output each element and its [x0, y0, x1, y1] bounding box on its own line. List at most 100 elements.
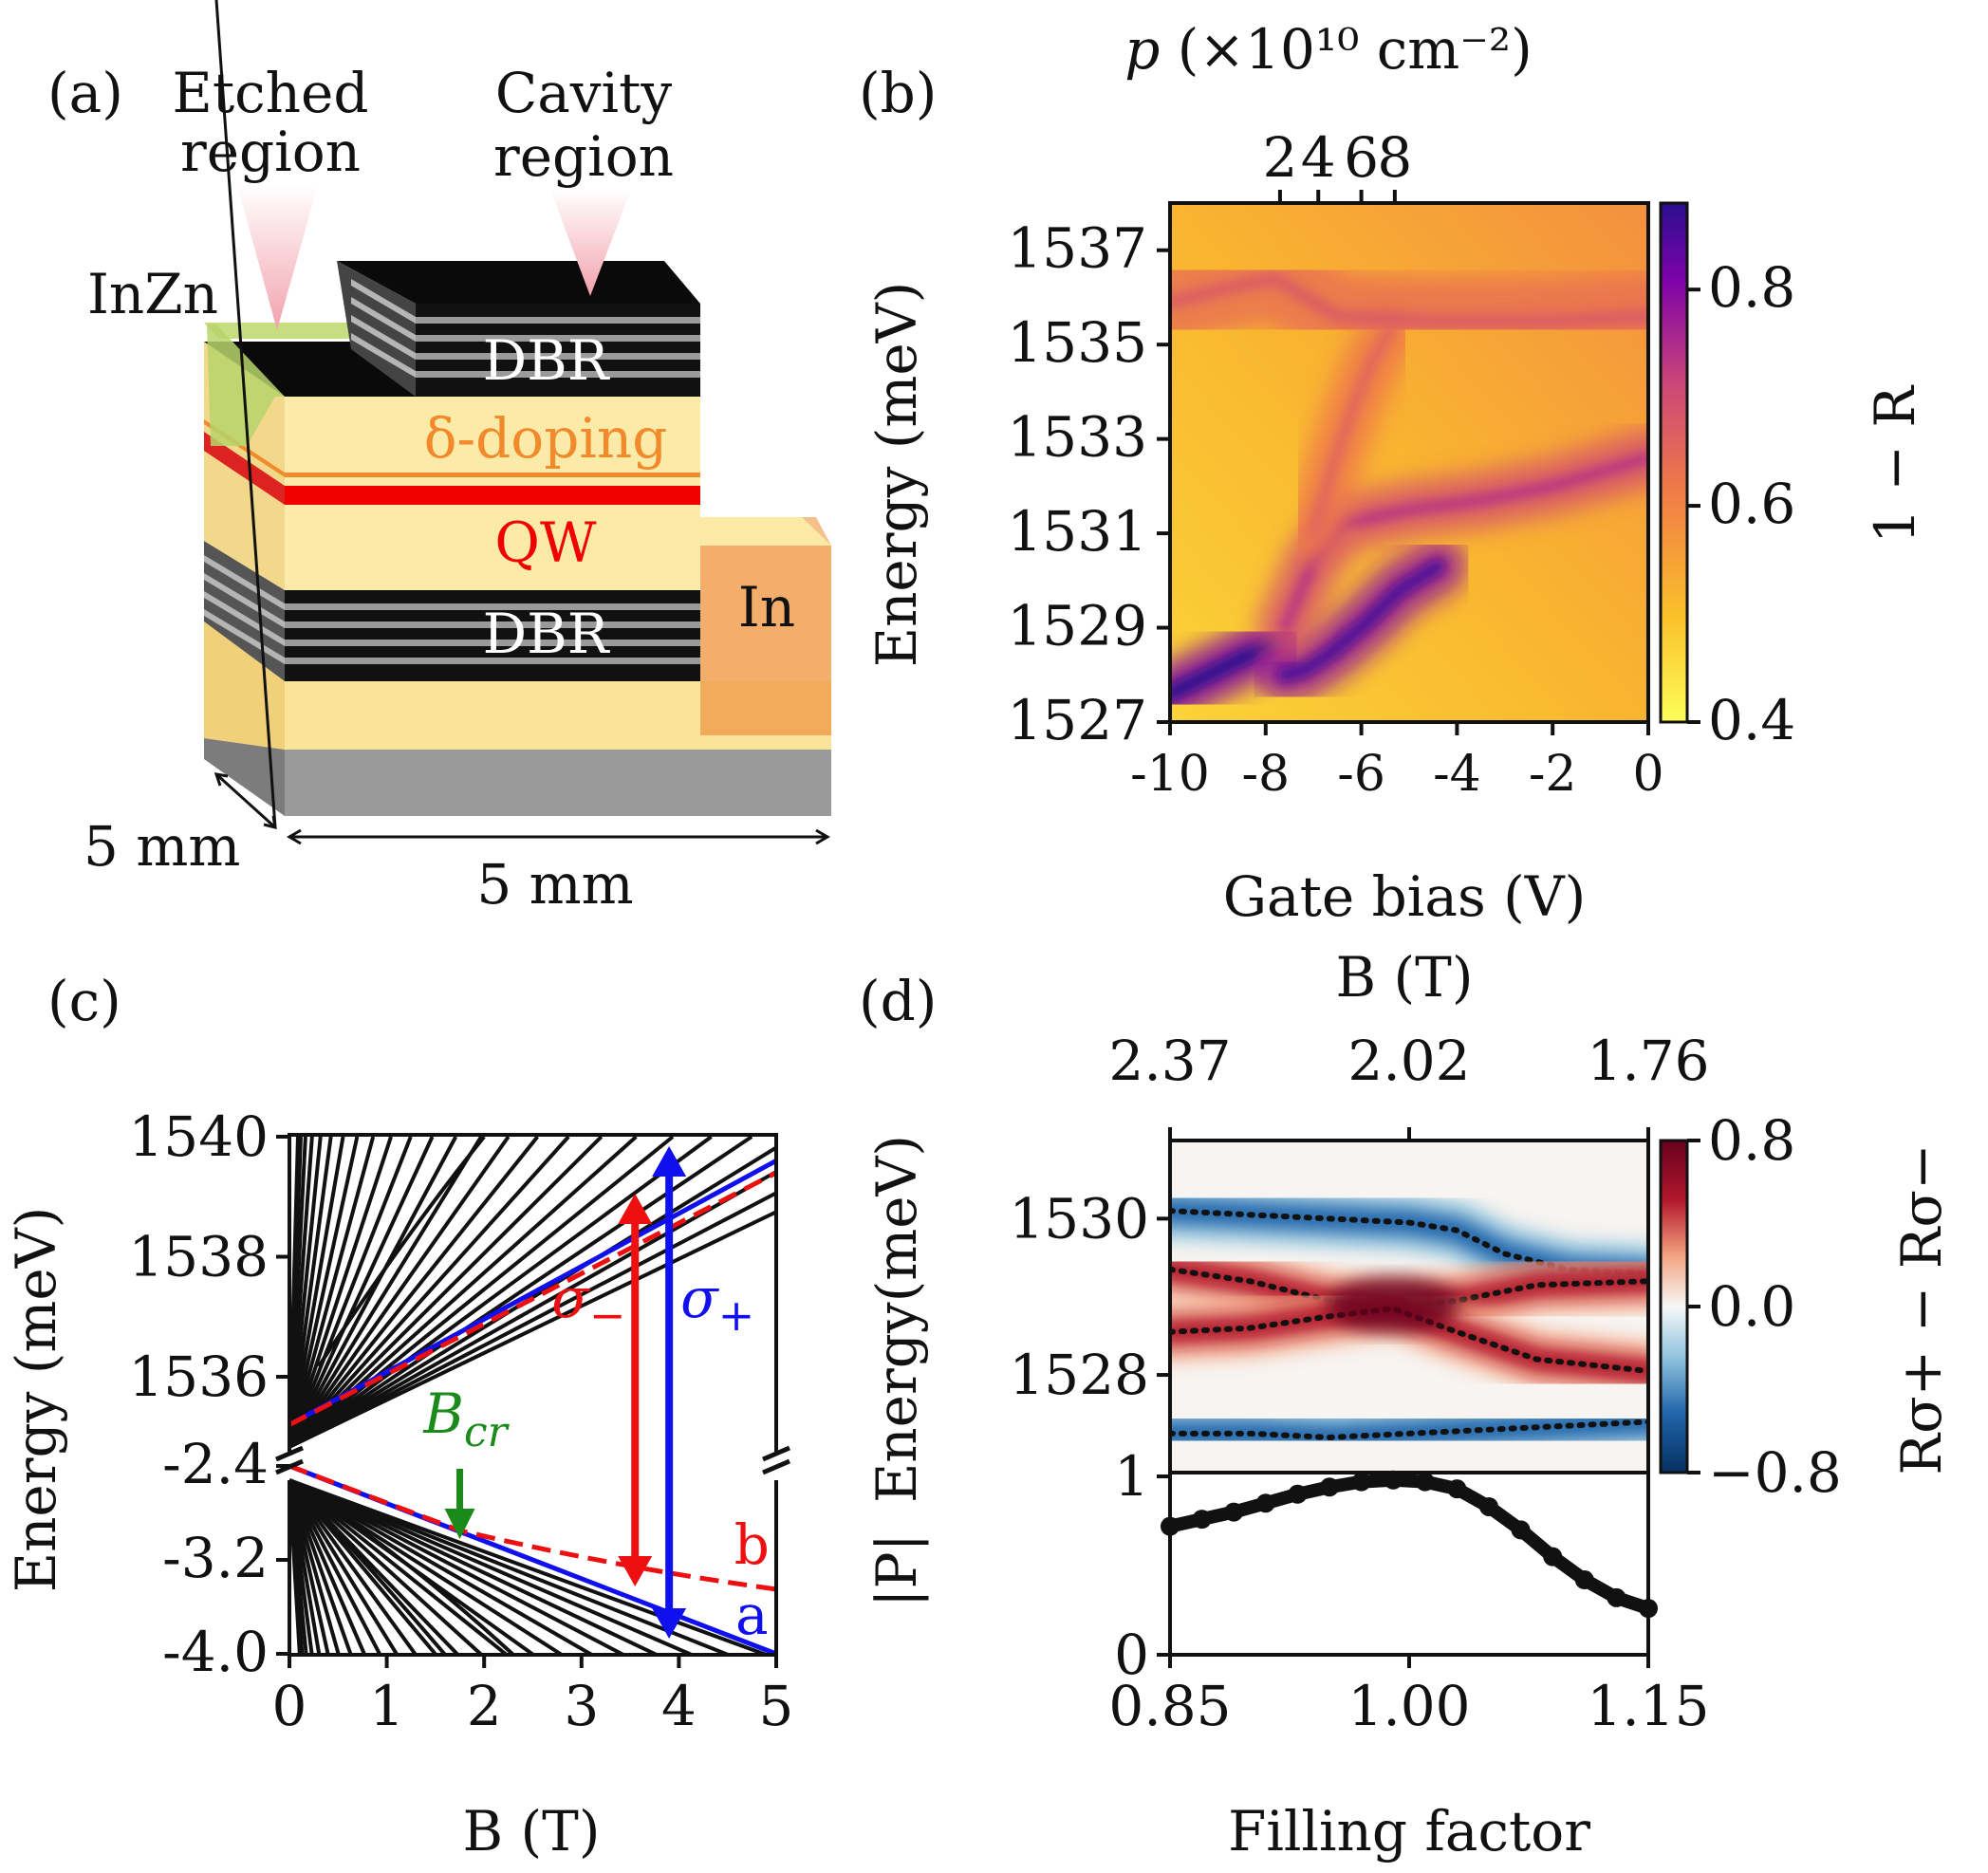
inzn-contact-top — [204, 323, 358, 339]
d-p-frame — [1168, 1471, 1650, 1657]
c-upper-curve — [317, 1135, 486, 1368]
upper-dbr-stack — [337, 261, 700, 397]
etched-region-label-1: Etched — [173, 61, 369, 125]
cavity-beam — [550, 190, 631, 296]
b-axes: -10 -8 -6 -4 -2 0 1527 1529 1531 1533 1535 1537 2 4 68 — [1007, 125, 1663, 803]
c-break-mark — [762, 1458, 790, 1475]
cavity-region-label-1: Cavity — [495, 61, 673, 125]
panel-d-label: (d) — [859, 969, 937, 1033]
c-xtick-label: 3 — [564, 1674, 599, 1738]
c-lower-curve — [288, 1478, 515, 1655]
in-contact-upper — [700, 517, 831, 546]
b-ytick-label: 1531 — [1007, 499, 1147, 564]
d-polarization-panel — [1161, 1470, 1658, 1619]
b-toptick-label: 6 — [1344, 125, 1379, 190]
d-p-point — [1288, 1484, 1308, 1504]
etched-beam — [237, 185, 318, 330]
c-ylabel: Energy (meV) — [4, 1207, 68, 1593]
d-ylabel-top: Energy(meV) — [864, 1135, 929, 1503]
c-xlabel: B (T) — [463, 1799, 601, 1864]
d-p-point — [1255, 1493, 1275, 1513]
c-lower-fan-line — [288, 1478, 399, 1655]
c-sigma-plus-label: σ+ — [680, 1266, 754, 1341]
d-toptick-label: 2.02 — [1347, 1029, 1470, 1093]
d-p-point — [1351, 1472, 1371, 1492]
qw-layer — [285, 486, 700, 505]
b-ytick-label: 1533 — [1007, 405, 1147, 470]
c-lower-fan-line — [288, 1478, 658, 1655]
b-feature-lower-branch-right — [1276, 558, 1446, 683]
b-xtick-label: -8 — [1241, 746, 1290, 803]
c-ytick-lower-label: -3.2 — [162, 1526, 269, 1590]
c-upper-fan-line — [288, 1136, 413, 1448]
panel-c-energy-diagram: (c) 0 1 2 3 4 5 1536 1538 1540 -2.4 -3.2 -4.0 Bcr σ− σ… — [4, 969, 793, 1864]
c-lower-fan-line — [288, 1479, 367, 1655]
c-upper-fan-line — [288, 1135, 540, 1449]
d-p-curve — [1168, 1473, 1651, 1615]
b-heatmap — [1170, 203, 1648, 722]
c-sigma-minus-label: σ− — [551, 1266, 625, 1341]
b-ytick-label: 1535 — [1007, 310, 1147, 375]
c-upper-fan-line — [288, 1135, 675, 1449]
c-ytick-upper-label: 1538 — [128, 1225, 269, 1289]
panel-a-device-schematic: (a) Etched region Cavity region DBR — [47, 0, 831, 917]
d-p-point — [1384, 1470, 1403, 1490]
d-p-point — [1224, 1502, 1244, 1522]
d-cbar-tick-label: −0.8 — [1708, 1440, 1842, 1505]
d-axes: 0.85 1.00 1.15 2.37 2.02 1.76 1528 1530 0 1 — [1009, 1029, 1709, 1738]
panel-d-polarization-map: (d) B (T) 0.85 1.00 1.15 2.37 2.02 1.76 1528 15… — [859, 945, 1954, 1864]
c-ytick-upper-label: 1536 — [128, 1344, 269, 1409]
c-upper-fan-line — [288, 1135, 713, 1449]
substrate-front — [285, 750, 831, 816]
b-xtick-label: 0 — [1632, 746, 1663, 803]
c-xtick-label: 2 — [467, 1674, 502, 1738]
dbr-top-label: DBR — [483, 328, 611, 393]
c-frame-lower — [288, 1480, 778, 1657]
b-plot-frame — [1168, 201, 1650, 724]
d-xtick-label: 1.00 — [1347, 1674, 1470, 1738]
c-upper-fan-line — [288, 1135, 483, 1449]
delta-doping-layer — [285, 473, 700, 477]
d-xtick-label: 0.85 — [1108, 1674, 1231, 1738]
c-upper-fan-line — [288, 1136, 393, 1448]
b-ylabel: Energy (meV) — [864, 282, 929, 668]
c-xtick-label: 1 — [369, 1674, 404, 1738]
b-cbar-tick-label: 0.8 — [1708, 255, 1795, 320]
c-lower-fan-line — [288, 1478, 418, 1655]
b-xtick-label: -4 — [1433, 746, 1481, 803]
b-ytick-label: 1529 — [1007, 594, 1147, 658]
c-lower-fan-line — [288, 1478, 593, 1655]
c-bcr-label: Bcr — [422, 1382, 510, 1456]
c-lower-curve — [288, 1478, 447, 1655]
d-heatmap — [1170, 1181, 1648, 1467]
d-p-point — [1607, 1587, 1626, 1607]
qw-label: QW — [494, 510, 597, 575]
lower-dbr-stack — [204, 541, 700, 681]
c-upper-fan-line — [288, 1136, 360, 1448]
c-upper-fan-line — [288, 1135, 511, 1449]
c-break-mark — [275, 1445, 304, 1462]
c-upper-fan-line — [288, 1135, 753, 1449]
c-series-a-label: a — [735, 1583, 769, 1647]
b-xtick-label: -2 — [1529, 746, 1577, 803]
c-plot: 0 1 2 3 4 5 1536 1538 1540 -2.4 -3.2 -4.0 Bcr σ− σ+ ba — [128, 1104, 793, 1738]
dimension-arrows — [214, 0, 830, 845]
panel-a-label: (a) — [47, 61, 123, 125]
d-colorbar-ticks: 0.8 0.0 −0.8 — [1687, 1108, 1842, 1505]
c-upper-fan-line — [288, 1136, 345, 1448]
d-ytick-label: 1530 — [1009, 1186, 1149, 1251]
qw-side — [204, 432, 285, 505]
delta-doping-label: δ-doping — [424, 406, 668, 471]
panel-b-reflectance-map: (b) -10 -8 -6 -4 -2 0 1527 1529 1531 1533 1535 1537… — [859, 17, 1927, 929]
c-ytick-lower-label: -4.0 — [162, 1620, 269, 1684]
d-p-point — [1511, 1520, 1531, 1540]
d-colorbar — [1659, 1139, 1689, 1474]
d-p-point — [1543, 1547, 1563, 1567]
in-contact-front — [700, 546, 831, 735]
d-toptick-label: 1.76 — [1587, 1029, 1709, 1093]
d-ytick-label: 1528 — [1009, 1343, 1149, 1407]
c-lower-fan-line — [288, 1479, 382, 1655]
c-upper-fan-line — [288, 1136, 435, 1448]
c-sigma-plus-arrowhead-bottom — [652, 1608, 687, 1639]
